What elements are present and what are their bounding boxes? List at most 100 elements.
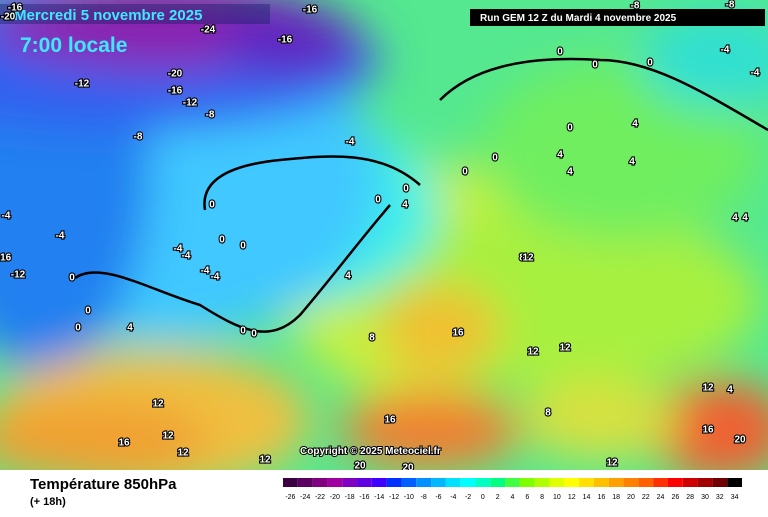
contour-label: 0 [209, 200, 215, 211]
contour-label: 0 [403, 184, 409, 195]
contour-label: 4 [742, 213, 748, 224]
contour-label: -4 [721, 45, 730, 56]
contour-label: -24 [201, 25, 216, 36]
scale-cell [431, 478, 446, 487]
time-title: 7:00 locale [20, 34, 127, 57]
scale-label: 22 [642, 494, 650, 501]
scale-label: 34 [731, 494, 739, 501]
scale-label: 6 [525, 494, 529, 501]
scale-label: -4 [450, 494, 456, 501]
scale-cell [297, 478, 313, 487]
contour-label: 16 [702, 425, 714, 436]
scale-label: 30 [701, 494, 709, 501]
scale-label: -18 [345, 494, 355, 501]
scale-label: -26 [285, 494, 295, 501]
contour-label: 12 [177, 448, 189, 459]
contour-label: -4 [2, 211, 11, 222]
color-scale: -26 -24 -22 -20 -18 -16 -14 -12 -10 -8 -6 -4 -2 0 2 4 6 8… [283, 478, 742, 501]
contour-label: 0 [492, 153, 498, 164]
scale-cell [416, 478, 432, 487]
contour-label: 16 [452, 328, 464, 339]
scale-cell [608, 478, 624, 487]
scale-label: -20 [330, 494, 340, 501]
scale-cell [623, 478, 639, 487]
scale-cell [475, 478, 491, 487]
contour-label: 4 [345, 271, 351, 282]
contour-label: -4 [182, 251, 191, 262]
contour-label: 8 [369, 333, 375, 344]
scale-cell [505, 478, 520, 487]
scale-cell [638, 478, 654, 487]
scale-label: 2 [496, 494, 500, 501]
contour-label: 16 [384, 415, 396, 426]
scale-label: 8 [540, 494, 544, 501]
contour-label: -8 [631, 1, 640, 12]
contour-label: 0 [69, 273, 75, 284]
contour-label: -20 [1, 12, 16, 23]
scale-label: 28 [686, 494, 694, 501]
scale-cell [593, 478, 609, 487]
scale-label: 0 [481, 494, 485, 501]
contour-label: -4 [56, 231, 65, 242]
title-backdrop [0, 4, 270, 24]
contour-label: -4 [346, 137, 355, 148]
copyright: Copyright © 2025 Meteociel.fr [300, 446, 441, 457]
contour-label: 0 [462, 167, 468, 178]
scale-label: -12 [389, 494, 399, 501]
contour-label: -20 [168, 69, 183, 80]
contour-label: 4 [127, 323, 133, 334]
contour-label: 0 [375, 195, 381, 206]
contour-label: -16 [278, 35, 293, 46]
scale-cell [682, 478, 698, 487]
contour-label: -16 [303, 5, 318, 16]
contour-label: 4 [567, 167, 573, 178]
contour-label: 4 [402, 200, 408, 211]
lead-time: (+ 18h) [30, 496, 66, 508]
scale-cell [283, 478, 298, 487]
scale-cell [460, 478, 476, 487]
contour-label: 4 [629, 157, 635, 168]
contour-label: -16 [8, 3, 23, 14]
contour-label: 0 [240, 326, 246, 337]
scale-cell [357, 478, 372, 487]
contour-label: 0 [219, 235, 225, 246]
scale-label: 4 [511, 494, 515, 501]
contour-label: 12 [152, 399, 164, 410]
scale-cell [727, 478, 742, 487]
scale-label: -2 [465, 494, 471, 501]
contour-label: -12 [75, 79, 90, 90]
contour-label: 0 [251, 329, 257, 340]
contour-label: 12 [702, 383, 714, 394]
contour-label: 8 [545, 408, 551, 419]
contour-label: 12 [559, 343, 571, 354]
scale-label: -8 [421, 494, 427, 501]
contour-label: -8 [206, 110, 215, 121]
contour-labels: -16-20-16-24-16-20-16-12-12-8-8 -400 0-4-4… [0, 0, 761, 475]
contour-label: -8 [134, 132, 143, 143]
scale-cell [342, 478, 358, 487]
scale-cell [327, 478, 343, 487]
run-info: Run GEM 12 Z du Mardi 4 novembre 2025 [480, 13, 677, 24]
scale-label: -16 [359, 494, 369, 501]
scale-cell [386, 478, 402, 487]
run-box [470, 9, 765, 26]
contour-label: 0 [567, 123, 573, 134]
scale-cell [534, 478, 550, 487]
contour-label: -12 [11, 270, 26, 281]
contour-label: -16 [0, 253, 12, 264]
scale-label: 32 [716, 494, 724, 501]
scale-cell [445, 478, 461, 487]
scale-cell [712, 478, 728, 487]
scale-label: -6 [435, 494, 441, 501]
scale-cell [312, 478, 328, 487]
scale-label: 14 [583, 494, 591, 501]
scale-cell [667, 478, 683, 487]
contour-label: 12 [522, 253, 534, 264]
scale-label: -14 [374, 494, 384, 501]
contour-label: 0 [647, 58, 653, 69]
scale-cell [564, 478, 580, 487]
footer [0, 470, 768, 512]
contour-label: -4 [211, 272, 220, 283]
contour-label: -12 [183, 98, 198, 109]
